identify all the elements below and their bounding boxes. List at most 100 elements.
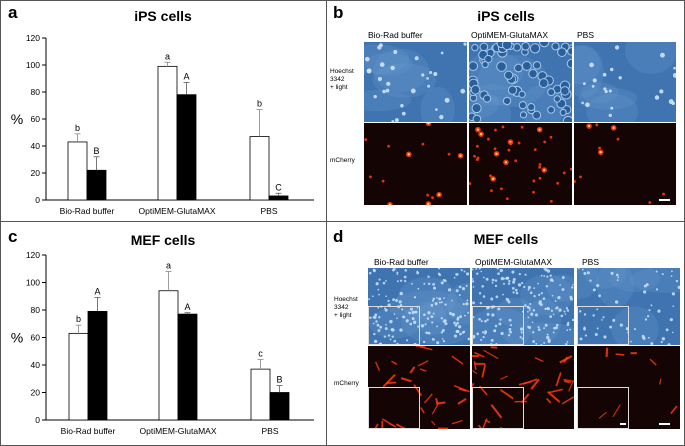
cell-nucleus — [390, 65, 395, 71]
cell-signal — [490, 346, 498, 349]
cell-nucleus — [532, 331, 535, 334]
cell-nucleus — [540, 292, 543, 295]
cell-nucleus — [478, 268, 481, 270]
cell-nucleus — [555, 306, 559, 310]
cell-nucleus — [494, 284, 498, 287]
cell-nucleus — [512, 280, 516, 284]
cell-nucleus — [479, 301, 483, 305]
cell-nucleus — [375, 282, 379, 286]
cell-nucleus — [406, 339, 409, 342]
cell-nucleus — [393, 268, 396, 271]
cell-nucleus — [521, 281, 524, 285]
cell-nucleus — [549, 274, 552, 277]
cell-nucleus — [650, 304, 653, 307]
panel-c-letter: c — [8, 227, 18, 246]
chart-a-ylabel: % — [11, 111, 23, 127]
background-haze — [373, 48, 429, 92]
cell-signal — [532, 179, 536, 183]
cell-nucleus — [423, 282, 426, 285]
cell-nucleus — [436, 325, 438, 328]
cell-nucleus — [567, 321, 570, 324]
chart-a-ytick-label: 20 — [31, 168, 41, 178]
cell-nucleus — [665, 328, 669, 332]
cell-nucleus — [433, 72, 438, 77]
panel-a-title: iPS cells — [134, 8, 192, 24]
chart-c-significance-letter: A — [94, 287, 100, 297]
cell-signal — [475, 144, 479, 148]
cell-nucleus — [558, 308, 562, 312]
chart-a-bar-black — [176, 94, 197, 201]
cell-signal — [649, 358, 657, 366]
cell-nucleus — [377, 329, 381, 332]
cell-nucleus — [497, 272, 500, 276]
cell-nucleus — [399, 279, 403, 282]
chart-a-significance-letter: b — [257, 99, 262, 109]
cell-nucleus — [391, 328, 395, 332]
cell-nucleus — [540, 343, 543, 345]
cell-nucleus — [399, 328, 403, 332]
cell-nucleus — [512, 291, 515, 294]
cell-nucleus — [668, 99, 674, 105]
cell-signal — [431, 196, 434, 199]
cell-nucleus — [490, 338, 494, 342]
cell-nucleus — [440, 331, 444, 334]
cell-signal — [595, 123, 599, 127]
chart-a-ytick-label: 100 — [26, 60, 40, 70]
panel-b-row-mcherry-label: mCherry — [330, 157, 355, 164]
cell-signal — [382, 374, 396, 388]
cell-nucleus — [610, 106, 614, 110]
cell-signal-core — [388, 203, 392, 205]
chart-a-ytick-label: 0 — [35, 195, 40, 205]
cell-nucleus — [373, 332, 376, 336]
cell-signal — [518, 380, 532, 386]
cell-nucleus — [619, 323, 623, 327]
cell-nucleus — [672, 331, 674, 334]
cell-nucleus — [507, 300, 511, 304]
cell-nucleus — [553, 95, 561, 103]
cell-nucleus — [430, 315, 434, 319]
cell-nucleus — [426, 317, 430, 320]
b-mcherry-biorad-image — [364, 123, 467, 205]
cell-signal — [387, 201, 393, 205]
cell-nucleus — [559, 108, 567, 116]
cell-nucleus — [475, 268, 478, 270]
cell-nucleus — [503, 277, 506, 280]
chart-c-ytick-label: 100 — [26, 278, 40, 288]
cell-nucleus — [543, 341, 546, 344]
cell-nucleus — [603, 335, 607, 339]
panel-a-letter: a — [8, 3, 18, 22]
cell-nucleus — [396, 273, 399, 275]
cell-nucleus — [543, 327, 546, 330]
cell-nucleus — [586, 271, 590, 275]
cell-nucleus — [469, 61, 478, 71]
d-scale-bar — [659, 423, 670, 425]
cell-nucleus — [378, 293, 380, 296]
cell-nucleus — [562, 115, 572, 122]
cell-nucleus — [482, 335, 485, 339]
cell-nucleus — [476, 272, 479, 275]
cell-signal — [532, 190, 535, 194]
cell-nucleus — [502, 282, 506, 285]
cell-nucleus — [643, 290, 647, 294]
cell-nucleus — [495, 295, 499, 299]
cell-nucleus — [546, 333, 549, 336]
cell-signal-core — [599, 150, 602, 154]
cell-nucleus — [438, 297, 442, 301]
cell-signal — [543, 140, 547, 144]
cell-nucleus — [403, 275, 407, 279]
cell-nucleus — [478, 317, 481, 321]
cell-nucleus — [372, 268, 376, 272]
panel-d-row-mcherry-label: mCherry — [334, 380, 359, 387]
cell-nucleus — [409, 307, 413, 311]
cell-signal — [381, 179, 385, 183]
cell-nucleus — [420, 324, 425, 328]
chart-c-ytick-label: 0 — [35, 415, 40, 425]
cell-nucleus — [594, 333, 598, 337]
cell-nucleus — [582, 82, 586, 86]
cell-nucleus — [496, 61, 507, 72]
cell-nucleus — [583, 272, 587, 275]
cell-nucleus — [444, 322, 448, 326]
cell-nucleus — [387, 334, 391, 337]
cell-nucleus — [481, 285, 484, 288]
cell-nucleus — [382, 281, 386, 285]
